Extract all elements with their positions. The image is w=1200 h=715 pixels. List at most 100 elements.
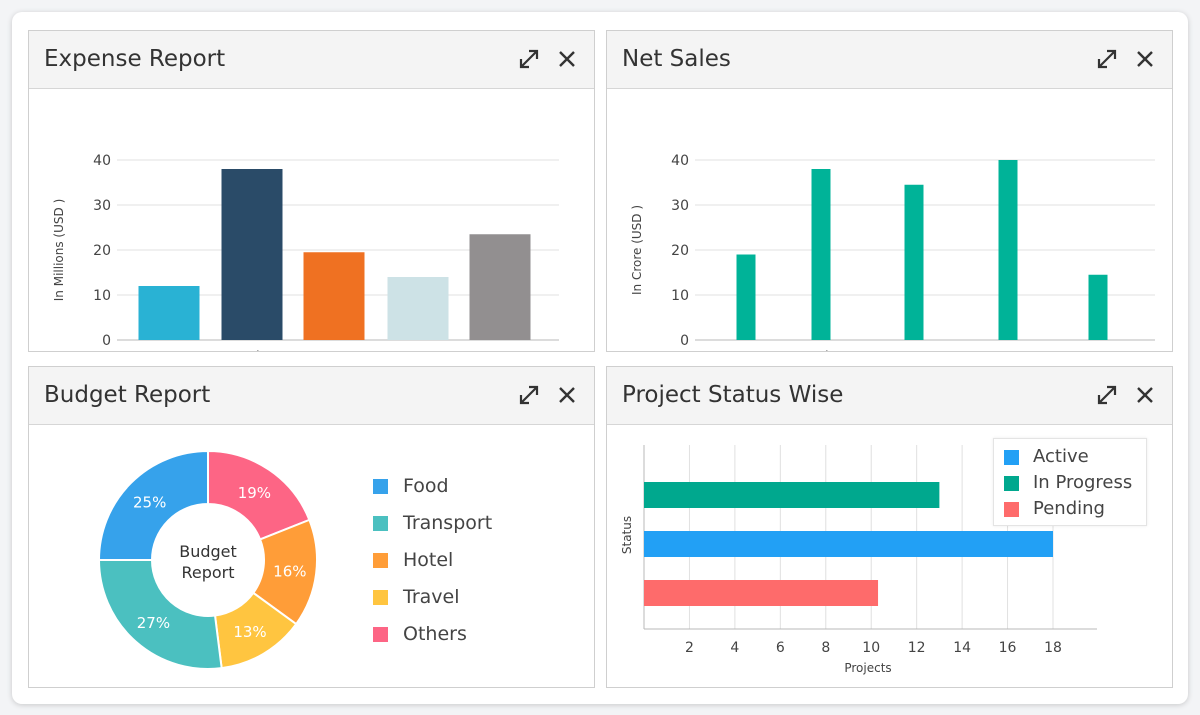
legend-swatch xyxy=(1004,502,1019,517)
x-tick-label: Apr xyxy=(405,348,432,351)
bar-pending xyxy=(644,580,879,606)
legend-label: Travel xyxy=(403,586,460,608)
bar-mar xyxy=(303,252,365,340)
slice-transport xyxy=(97,559,223,670)
dashboard-frame: Expense Report 0 10 20 30 40 In Millions (USD… xyxy=(12,12,1188,704)
expand-icon[interactable] xyxy=(517,383,541,407)
y-tick-label: 20 xyxy=(93,243,111,259)
project-status-panel: Project Status Wise 2 4 6 8 10 12 14 16 18 Projec… xyxy=(606,366,1173,688)
expand-icon[interactable] xyxy=(1095,383,1119,407)
close-icon[interactable] xyxy=(555,383,579,407)
x-tick-label: Jan xyxy=(156,348,180,351)
budget-legend: Food Transport Hotel Travel Others xyxy=(373,475,573,669)
legend-label: Hotel xyxy=(403,549,454,571)
project-legend: Active In Progress Pending xyxy=(993,438,1147,526)
panel-title: Expense Report xyxy=(44,46,226,72)
legend-label: Transport xyxy=(403,512,493,534)
panel-title: Net Sales xyxy=(622,46,731,72)
expand-icon[interactable] xyxy=(1095,47,1119,71)
bar-feb xyxy=(221,169,283,340)
x-tick-label: Feb xyxy=(808,348,835,351)
legend-swatch xyxy=(1004,476,1019,491)
close-icon[interactable] xyxy=(1133,47,1157,71)
legend-label: In Progress xyxy=(1033,472,1133,493)
panel-header: Expense Report xyxy=(29,31,594,89)
y-tick-label: 10 xyxy=(671,288,689,304)
legend-label: Food xyxy=(403,475,449,497)
panel-header: Project Status Wise xyxy=(607,367,1172,425)
bar-in-progress xyxy=(644,482,940,508)
x-tick-label: 10 xyxy=(862,640,880,656)
y-axis-label: Status xyxy=(620,516,634,554)
net-sales-chart-area: 0 10 20 30 40 In Crore (USD ) Jan Feb Mar Apr May xyxy=(607,89,1172,351)
close-icon[interactable] xyxy=(555,47,579,71)
x-tick-label: Mar xyxy=(900,348,929,351)
y-tick-label: 0 xyxy=(102,333,111,349)
y-tick-label: 40 xyxy=(671,153,689,169)
slice-label: 16% xyxy=(273,562,306,580)
bar-jan xyxy=(138,286,200,340)
y-axis-label: In Millions (USD ) xyxy=(52,199,66,301)
bar-may xyxy=(469,234,531,340)
x-tick-label: 18 xyxy=(1044,640,1062,656)
y-tick-label: 20 xyxy=(671,243,689,259)
bar-feb xyxy=(811,169,831,340)
y-axis-label: In Crore (USD ) xyxy=(630,205,644,295)
slice-label: 13% xyxy=(233,623,266,641)
y-tick-label: 30 xyxy=(93,198,111,214)
bar-active xyxy=(644,531,1053,557)
slice-label: 27% xyxy=(137,614,170,632)
x-tick-label: 2 xyxy=(685,640,694,656)
project-bar-chart: 2 4 6 8 10 12 14 16 18 Projects Status xyxy=(620,445,1097,675)
bar-may xyxy=(1088,274,1108,340)
expand-icon[interactable] xyxy=(517,47,541,71)
legend-swatch xyxy=(373,627,388,642)
x-tick-label: 6 xyxy=(776,640,785,656)
bar-apr xyxy=(387,277,449,340)
budget-report-panel: Budget Report 19% 16% 13% 27% 25% Budget Repor… xyxy=(28,366,595,688)
panel-header: Net Sales xyxy=(607,31,1172,89)
x-tick-label: 16 xyxy=(999,640,1017,656)
legend-label: Active xyxy=(1033,446,1089,467)
slice-food xyxy=(97,449,209,561)
y-tick-label: 40 xyxy=(93,153,111,169)
slice-label: 25% xyxy=(133,494,166,512)
x-tick-label: 12 xyxy=(908,640,926,656)
center-label: Budget xyxy=(179,542,237,561)
legend-swatch xyxy=(373,479,388,494)
x-tick-label: Mar xyxy=(320,348,349,351)
x-tick-label: 14 xyxy=(953,640,971,656)
x-tick-label: 4 xyxy=(730,640,739,656)
center-label: Report xyxy=(181,563,234,582)
legend-swatch xyxy=(1004,450,1019,465)
panel-title: Project Status Wise xyxy=(622,382,844,408)
x-tick-label: May xyxy=(484,348,515,351)
legend-swatch xyxy=(373,553,388,568)
x-tick-label: Jan xyxy=(733,348,757,351)
bar-apr xyxy=(998,160,1018,340)
y-tick-label: 0 xyxy=(680,333,689,349)
legend-label: Others xyxy=(403,623,467,645)
x-axis-label: Projects xyxy=(844,661,891,675)
expense-chart-area: 0 10 20 30 40 In Millions (USD ) Jan Feb Mar Apr M… xyxy=(29,89,594,351)
x-tick-label: Feb xyxy=(239,348,266,351)
budget-donut-chart: 19% 16% 13% 27% 25% Budget Report xyxy=(97,449,318,670)
legend-swatch xyxy=(373,590,388,605)
legend-label: Pending xyxy=(1033,498,1105,519)
net-sales-panel: Net Sales 0 10 20 30 40 In Crore (USD ) Jan Feb… xyxy=(606,30,1173,352)
panel-title: Budget Report xyxy=(44,382,211,408)
bar-mar xyxy=(904,184,924,340)
slice-label: 19% xyxy=(238,484,271,502)
y-tick-label: 10 xyxy=(93,288,111,304)
expense-bar-chart: 0 10 20 30 40 In Millions (USD ) Jan Feb Mar Apr M… xyxy=(52,153,559,351)
x-tick-label: May xyxy=(1082,348,1113,351)
budget-chart-area: 19% 16% 13% 27% 25% Budget Report Food Transpor… xyxy=(29,425,594,687)
net-sales-bar-chart: 0 10 20 30 40 In Crore (USD ) Jan Feb Mar Apr May xyxy=(630,153,1155,351)
project-chart-area: 2 4 6 8 10 12 14 16 18 Projects Status Active In Pr… xyxy=(607,425,1172,687)
legend-swatch xyxy=(373,516,388,531)
x-tick-label: 8 xyxy=(821,640,830,656)
close-icon[interactable] xyxy=(1133,383,1157,407)
bar-jan xyxy=(736,254,756,340)
x-tick-label: Apr xyxy=(995,348,1022,351)
y-tick-label: 30 xyxy=(671,198,689,214)
